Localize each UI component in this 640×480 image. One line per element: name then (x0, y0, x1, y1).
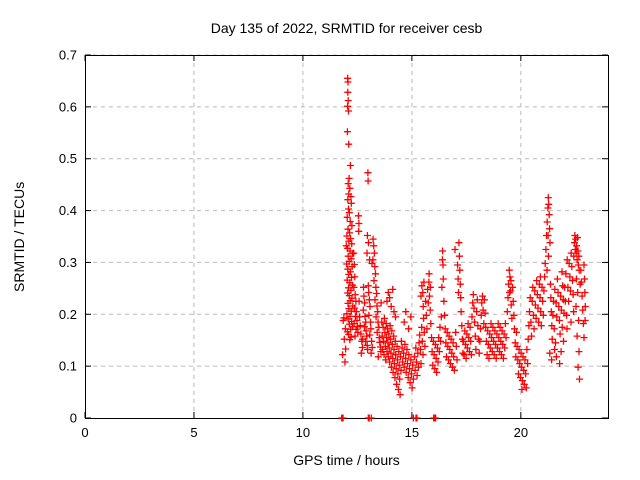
x-tick-label: 20 (514, 425, 528, 440)
y-tick-label: 0.6 (59, 99, 77, 114)
x-tick-label: 10 (296, 425, 310, 440)
y-tick-label: 0.2 (59, 307, 77, 322)
x-tick-label: 5 (190, 425, 197, 440)
axes (84, 54, 609, 419)
x-axis-title: GPS time / hours (293, 452, 400, 468)
y-tick-label: 0.4 (59, 203, 77, 218)
y-tick-label: 0.5 (59, 151, 77, 166)
y-tick-label: 0.7 (59, 48, 77, 63)
x-tick-label: 0 (81, 425, 88, 440)
y-tick-label: 0 (70, 411, 77, 426)
data-points (338, 74, 589, 422)
x-tick-label: 15 (405, 425, 419, 440)
y-tick-label: 0.3 (59, 255, 77, 270)
chart-title: Day 135 of 2022, SRMTID for receiver ces… (210, 20, 483, 36)
y-tick-label: 0.1 (59, 359, 77, 374)
tick-labels: 0 5 10 15 20 0 0.1 0.2 0.3 0.4 0.5 0.6 0.7 (59, 48, 528, 441)
